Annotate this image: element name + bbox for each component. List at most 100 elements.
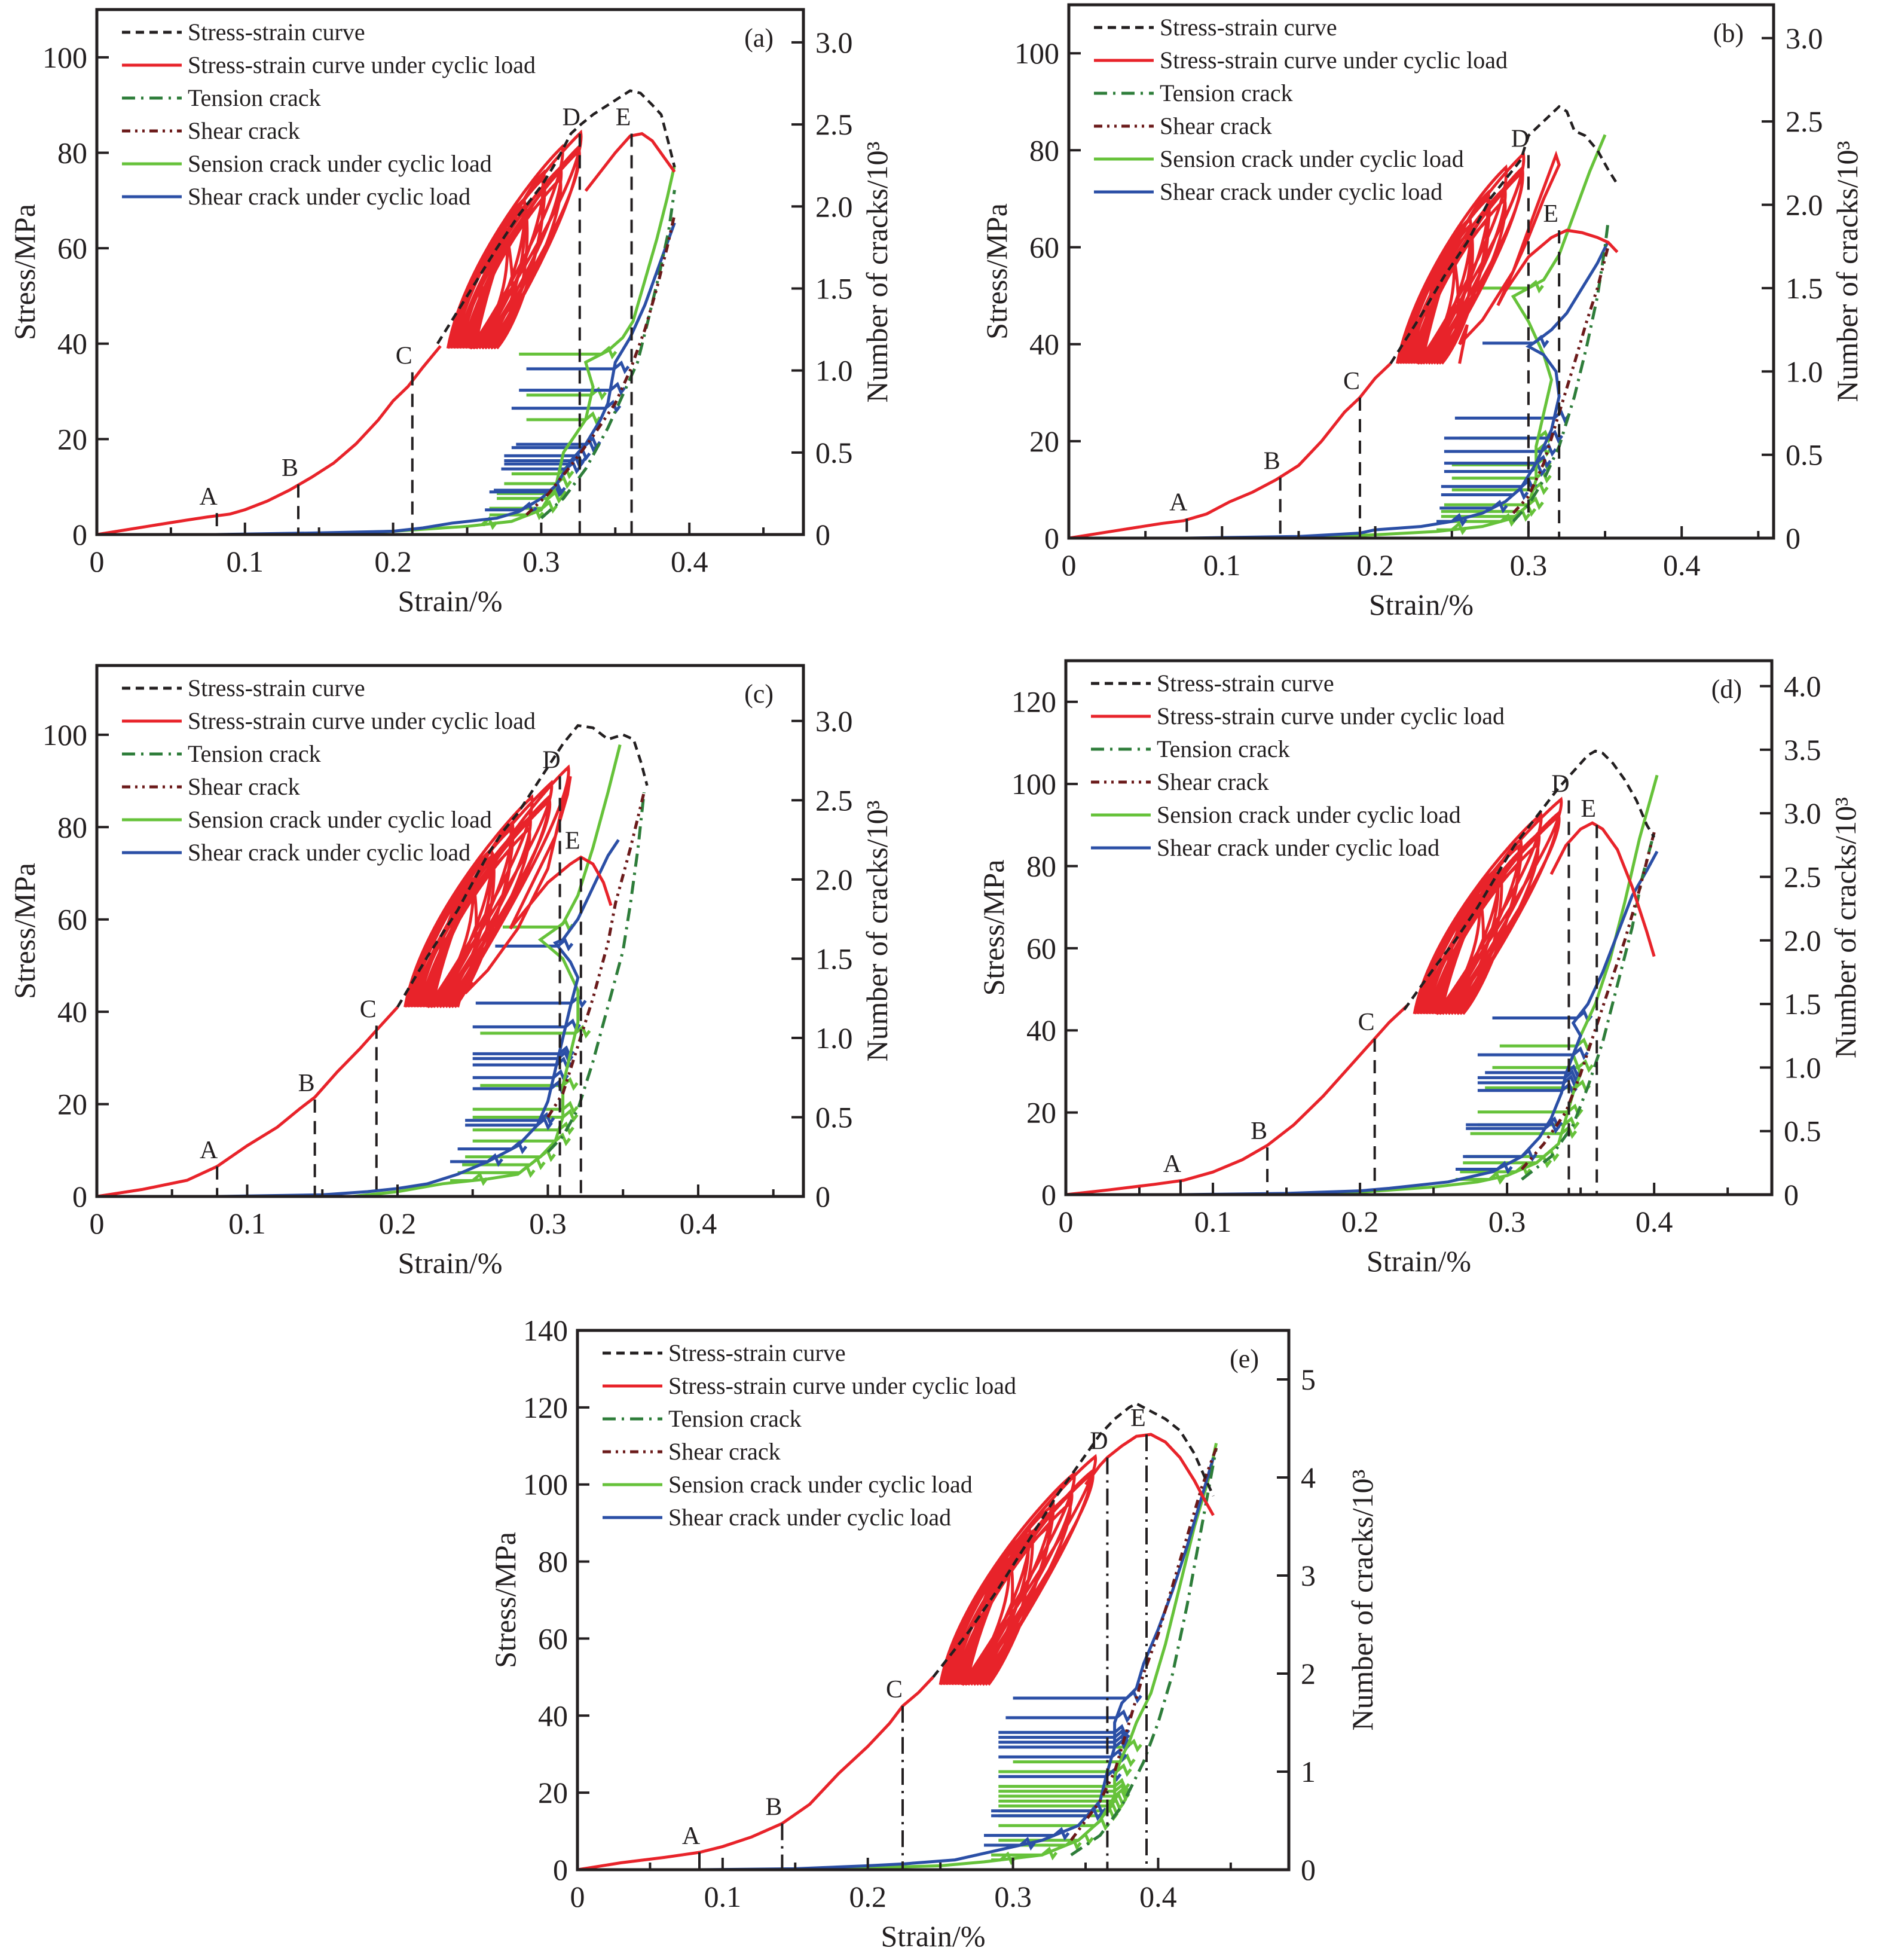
- x-axis-title: Strain/%: [398, 584, 503, 618]
- legend-label-stress-strain: Stress-strain curve: [1157, 670, 1334, 697]
- x-axis-title: Strain/%: [1367, 1244, 1471, 1278]
- marker-label-d: D: [1551, 771, 1569, 798]
- x-tick-label: 0.4: [1139, 1880, 1177, 1913]
- y-tick-label: 100: [42, 718, 87, 752]
- y2-tick-label: 2.5: [1786, 105, 1823, 138]
- y-tick-label: 0: [72, 518, 87, 551]
- y2-tick-label: 1.5: [1786, 271, 1823, 305]
- y-tick-label: 100: [523, 1468, 568, 1501]
- legend: Stress-strain curve Stress-strain curve u…: [603, 1339, 1016, 1531]
- y2-tick-label: 4: [1301, 1461, 1316, 1494]
- y-axis-title: Stress/MPa: [488, 1532, 522, 1668]
- legend-label-cyclic-stress: Stress-strain curve under cyclic load: [188, 51, 536, 78]
- y2-tick-label: 1.0: [815, 1021, 853, 1055]
- shear-crack-cyclic-line: [699, 1457, 1215, 1870]
- sension-crack-spike: [998, 1763, 1132, 1777]
- legend-label-shear-crack: Shear crack: [668, 1438, 781, 1465]
- sension-crack-spike: [1482, 279, 1544, 294]
- x-tick-label: 0: [570, 1880, 585, 1913]
- x-tick-label: 0.2: [1341, 1205, 1379, 1238]
- legend-label-sension-cyclic: Sension crack under cyclic load: [668, 1471, 973, 1498]
- legend-label-shear-crack: Shear crack: [188, 117, 300, 144]
- x-tick-label: 0: [1062, 548, 1077, 582]
- legend-label-shear-cyclic: Shear crack under cyclic load: [1157, 834, 1439, 861]
- legend-label-tension-crack: Tension crack: [188, 84, 321, 111]
- shear-crack-line: [525, 214, 676, 516]
- legend-label-shear-crack: Shear crack: [1160, 112, 1272, 139]
- marker-label-e: E: [1543, 200, 1558, 228]
- legend-label-shear-cyclic: Shear crack under cyclic load: [668, 1504, 951, 1531]
- cyclic-loops: [1413, 796, 1563, 1015]
- y2-tick-label: 3.0: [1786, 22, 1823, 55]
- legend-label-shear-cyclic: Shear crack under cyclic load: [1160, 178, 1442, 205]
- x-tick-label: 0.1: [1203, 548, 1241, 582]
- shear-crack-spike: [465, 1112, 555, 1126]
- cyclic-stress-strain-line: [97, 345, 442, 535]
- panel-d: A B C DE 0 0.1 0.2 0.3 0.4 0 20 40 60 80 100 120 0 0.5 1.0…: [977, 659, 1862, 1278]
- cyclic-stress-strain-line: [1066, 1005, 1408, 1195]
- marker-label-c: C: [1343, 368, 1360, 395]
- y-tick-label: 0: [1044, 521, 1059, 555]
- marker-label-a: A: [200, 1137, 218, 1164]
- y2-tick-label: 0.5: [1784, 1115, 1821, 1148]
- y2-tick-label: 2.5: [1784, 860, 1821, 893]
- x-tick-label: 0.2: [379, 1207, 417, 1240]
- cyclic-stress-strain-tail: [456, 776, 613, 1008]
- shear-crack-spike: [1466, 1116, 1563, 1131]
- y2-axis-title: Number of cracks/10³: [1346, 1469, 1379, 1730]
- legend-label-stress-strain: Stress-strain curve: [188, 674, 365, 701]
- plot-area: [1066, 749, 1659, 1195]
- shear-crack-spike: [984, 1836, 1036, 1851]
- y-tick-label: 60: [1029, 230, 1059, 264]
- plot-frame: [1064, 659, 1774, 1196]
- x-tick-label: 0.1: [228, 1207, 266, 1240]
- sension-crack-spike: [472, 1121, 574, 1135]
- shear-crack-spike: [465, 1116, 553, 1131]
- y-tick-label: 120: [1011, 685, 1056, 719]
- panel-a: A B C D E 0 0.1 0.2 0.3 0.4 0 20 40 60 80 100 0 0.5 1.0 1.5…: [8, 8, 894, 618]
- y-tick-label: 80: [57, 136, 87, 169]
- legend-label-stress-strain: Stress-strain curve: [1160, 14, 1337, 41]
- y2-tick-label: 2.5: [815, 108, 853, 141]
- legend-label-sension-cyclic: Sension crack under cyclic load: [1160, 145, 1464, 172]
- tension-crack-line: [540, 190, 676, 520]
- marker-label-a: A: [1169, 489, 1188, 517]
- legend-label-tension-crack: Tension crack: [668, 1405, 802, 1432]
- stress-strain-line: [396, 723, 649, 1008]
- y-tick-label: 100: [42, 41, 87, 74]
- x-tick-label: 0.2: [374, 545, 412, 578]
- plot-frame: [95, 664, 805, 1198]
- x-tick-label: 0.4: [671, 545, 708, 578]
- marker-label-e: E: [565, 827, 580, 854]
- marker-label-b: B: [282, 454, 298, 482]
- y-tick-label: 60: [538, 1622, 568, 1655]
- y-tick-label: 80: [1026, 849, 1056, 883]
- y2-tick-label: 2.5: [815, 783, 853, 817]
- marker-label-c: C: [360, 996, 377, 1023]
- y2-tick-label: 2.0: [1784, 924, 1821, 957]
- y2-axis-title: Number of cracks/10³: [860, 800, 894, 1061]
- marker-label-d: D: [563, 104, 580, 132]
- y2-tick-label: 1.5: [815, 942, 853, 975]
- y-tick-label: 80: [538, 1545, 568, 1579]
- y-tick-label: 40: [57, 995, 87, 1028]
- marker-label-c: C: [886, 1676, 903, 1703]
- y-axis-title: Stress/MPa: [980, 203, 1013, 340]
- x-tick-label: 0.4: [1663, 548, 1701, 582]
- marker-label-e: E: [1130, 1405, 1146, 1432]
- legend-label-shear-crack: Shear crack: [1157, 768, 1269, 795]
- y2-axis-title: Number of cracks/10³: [1830, 141, 1864, 402]
- cyclic-stress-strain-tail: [1084, 1433, 1215, 1516]
- sension-crack-spike: [472, 1109, 579, 1123]
- y-tick-label: 60: [1026, 932, 1056, 965]
- sension-crack-cyclic-line: [289, 165, 676, 535]
- y-axis-title: Stress/MPa: [8, 863, 41, 999]
- panel-label: (d): [1711, 674, 1742, 704]
- y2-tick-label: 1.5: [815, 271, 853, 305]
- x-tick-label: 0.1: [704, 1880, 742, 1913]
- panel-e: A B C DE 0 0.1 0.2 0.3 0.4 0 20 40 60 80 100 120 140 0 1 2 3…: [488, 1314, 1379, 1953]
- x-tick-label: 0.4: [1636, 1205, 1673, 1238]
- legend-label-cyclic-stress: Stress-strain curve under cyclic load: [1157, 703, 1505, 729]
- y-tick-label: 100: [1014, 36, 1059, 70]
